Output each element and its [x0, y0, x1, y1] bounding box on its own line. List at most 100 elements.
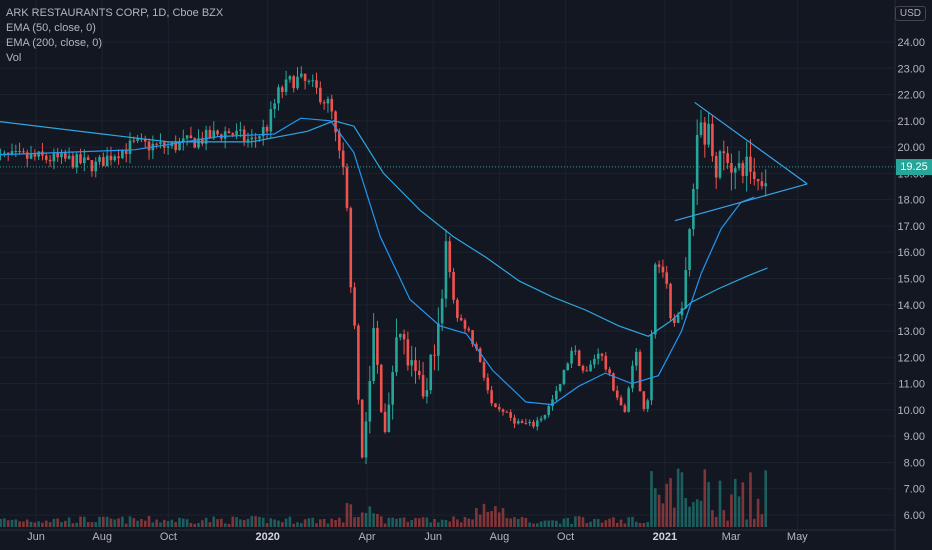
volume-bar	[733, 478, 737, 527]
volume-bar	[357, 516, 360, 527]
candle-body	[128, 140, 132, 154]
candle-body	[357, 325, 360, 400]
volume-bar	[482, 503, 486, 527]
candle-body	[490, 390, 493, 404]
volume-bar	[159, 522, 162, 527]
candle-body	[494, 403, 497, 408]
volume-bar	[79, 516, 82, 527]
x-tick-label: Oct	[557, 531, 574, 543]
candle-body	[615, 390, 619, 398]
candle-body	[520, 421, 524, 424]
candle-body	[201, 138, 204, 144]
volume-bar	[410, 520, 413, 527]
candle-body	[737, 163, 741, 169]
volume-bar	[615, 522, 619, 527]
volume-bar	[372, 513, 375, 527]
volume-bar	[227, 523, 231, 527]
volume-bar	[353, 517, 356, 527]
volume-bar	[764, 470, 767, 527]
candle-body	[764, 183, 767, 187]
candle-body	[56, 152, 59, 158]
currency-badge[interactable]: USD	[894, 6, 926, 21]
candle-body	[395, 337, 398, 373]
volume-bar	[379, 516, 383, 527]
volume-bar	[6, 520, 10, 527]
volume-bar	[14, 519, 18, 527]
candle-body	[113, 156, 117, 161]
volume-bar	[67, 517, 71, 527]
volume-bar	[646, 522, 649, 527]
volume-bar	[642, 523, 646, 527]
volume-bar	[86, 522, 90, 527]
volume-bar	[201, 520, 204, 527]
candle-body	[75, 154, 79, 168]
volume-bar	[121, 516, 124, 527]
candle-body	[193, 138, 197, 148]
candle-body	[749, 156, 752, 172]
candle-body	[307, 80, 311, 82]
candle-body	[459, 317, 463, 321]
candle-body	[482, 362, 486, 378]
volume-bar	[52, 518, 56, 527]
volume-bar	[703, 469, 707, 527]
candle-body	[360, 399, 364, 458]
candle-body	[223, 131, 227, 139]
volume-bar	[193, 523, 197, 527]
volume-bar	[532, 523, 535, 527]
candle-body	[444, 241, 448, 299]
volume-bar	[623, 523, 627, 527]
candle-body	[688, 229, 691, 271]
candle-body	[261, 126, 265, 137]
candle-body	[273, 103, 276, 110]
y-tick-label: 7.00	[904, 484, 925, 496]
candle-body	[185, 135, 189, 139]
candle-body	[657, 264, 661, 267]
volume-bar	[395, 518, 398, 527]
candle-body	[48, 159, 52, 162]
candle-body	[730, 163, 733, 173]
candle-body	[3, 152, 6, 154]
volume-bar	[726, 520, 729, 527]
legend: ARK RESTAURANTS CORP, 1D, Cboe BZX EMA (…	[6, 6, 223, 66]
candle-body	[425, 390, 429, 397]
candle-body	[695, 135, 699, 190]
volume-bar	[56, 518, 59, 527]
volume-bar	[338, 517, 341, 527]
candle-body	[726, 153, 729, 164]
volume-bar	[235, 517, 238, 527]
y-tick-label: 24.00	[897, 37, 925, 49]
candle-body	[402, 333, 406, 340]
volume-bar	[178, 517, 181, 527]
x-tick-label: 2021	[653, 531, 677, 543]
candle-body	[539, 418, 543, 421]
candle-body	[593, 358, 596, 365]
candle-body	[581, 365, 585, 371]
candle-body	[509, 412, 512, 418]
candle-body	[570, 350, 573, 364]
volume-bar	[421, 517, 425, 527]
volume-bar	[204, 517, 208, 527]
volume-bar	[330, 518, 334, 527]
volume-bar	[673, 507, 676, 527]
candle-body	[692, 189, 695, 230]
volume-bar	[181, 518, 185, 527]
candle-body	[391, 372, 394, 405]
volume-bar	[524, 518, 528, 527]
volume-bar	[33, 522, 37, 527]
candle-body	[376, 327, 379, 365]
candle-body	[212, 130, 216, 139]
y-tick-label: 9.00	[904, 431, 925, 443]
candle-body	[612, 373, 615, 391]
volume-bar	[128, 516, 132, 527]
volume-bar	[570, 523, 573, 527]
candle-body	[760, 181, 764, 187]
volume-bar	[456, 519, 459, 527]
volume-bar	[273, 519, 276, 527]
candle-body	[448, 241, 452, 272]
candle-body	[513, 417, 516, 424]
candle-body	[364, 421, 368, 458]
candle-body	[284, 79, 288, 92]
candle-body	[387, 404, 391, 433]
candle-body	[239, 129, 242, 131]
